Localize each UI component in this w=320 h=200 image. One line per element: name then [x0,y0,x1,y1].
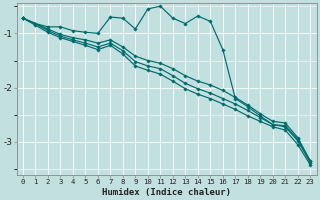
X-axis label: Humidex (Indice chaleur): Humidex (Indice chaleur) [102,188,231,197]
